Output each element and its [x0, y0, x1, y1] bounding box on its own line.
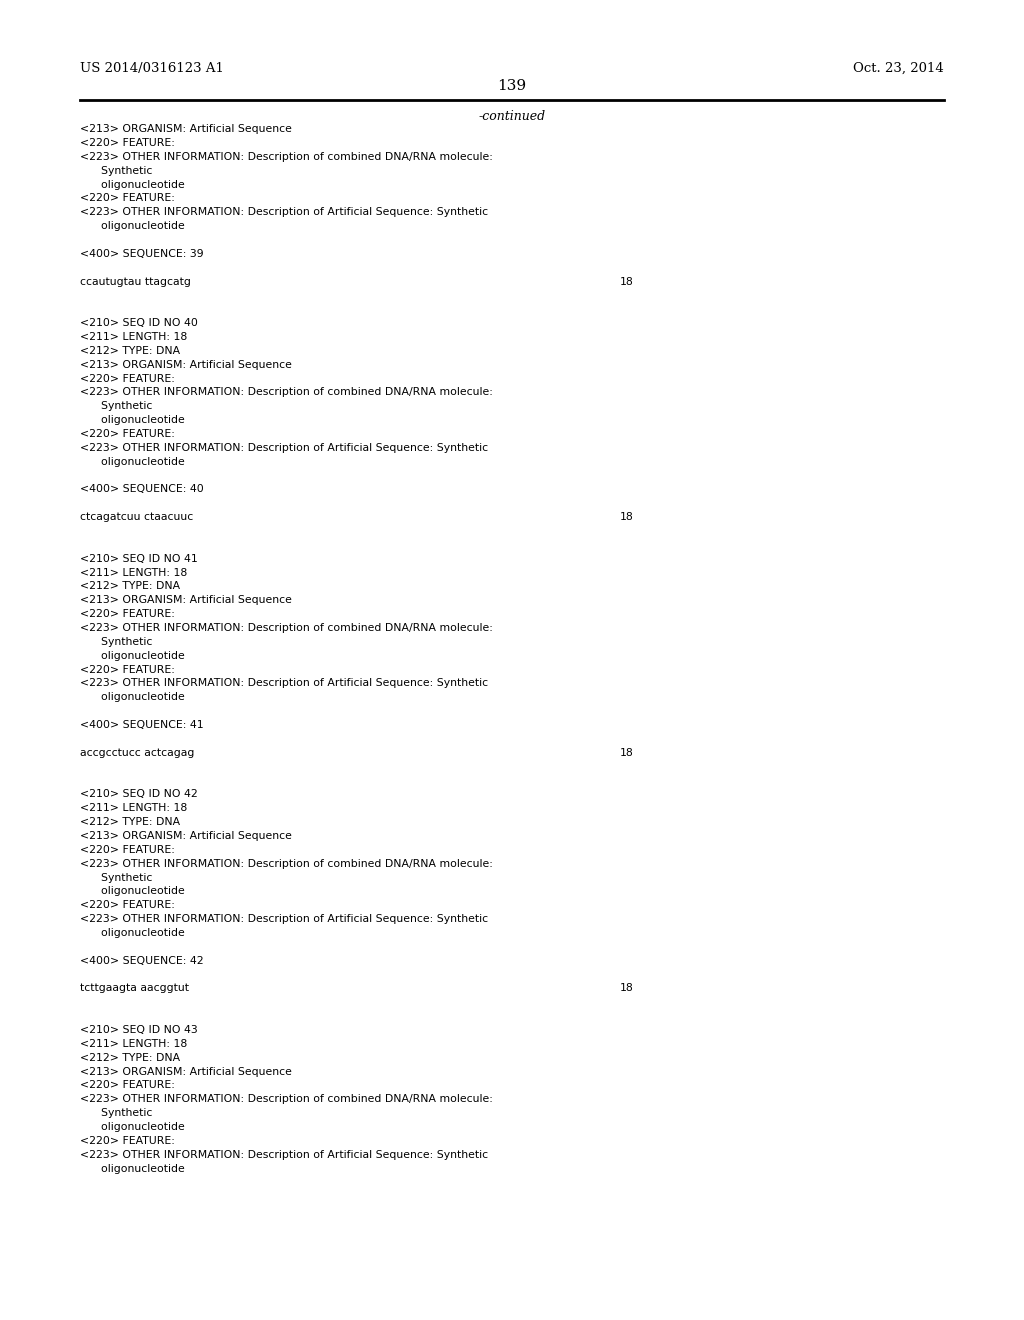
Text: <223> OTHER INFORMATION: Description of Artificial Sequence: Synthetic: <223> OTHER INFORMATION: Description of …	[80, 1150, 488, 1160]
Text: <211> LENGTH: 18: <211> LENGTH: 18	[80, 568, 187, 578]
Text: <213> ORGANISM: Artificial Sequence: <213> ORGANISM: Artificial Sequence	[80, 124, 292, 135]
Text: <223> OTHER INFORMATION: Description of combined DNA/RNA molecule:: <223> OTHER INFORMATION: Description of …	[80, 858, 493, 869]
Text: <220> FEATURE:: <220> FEATURE:	[80, 845, 175, 855]
Text: oligonucleotide: oligonucleotide	[80, 414, 184, 425]
Text: <212> TYPE: DNA: <212> TYPE: DNA	[80, 817, 180, 828]
Text: oligonucleotide: oligonucleotide	[80, 692, 184, 702]
Text: <223> OTHER INFORMATION: Description of combined DNA/RNA molecule:: <223> OTHER INFORMATION: Description of …	[80, 623, 493, 634]
Text: <210> SEQ ID NO 42: <210> SEQ ID NO 42	[80, 789, 198, 800]
Text: 139: 139	[498, 79, 526, 94]
Text: <210> SEQ ID NO 40: <210> SEQ ID NO 40	[80, 318, 198, 329]
Text: accgcctucc actcagag: accgcctucc actcagag	[80, 747, 195, 758]
Text: <400> SEQUENCE: 39: <400> SEQUENCE: 39	[80, 248, 204, 259]
Text: ctcagatcuu ctaacuuc: ctcagatcuu ctaacuuc	[80, 512, 194, 523]
Text: US 2014/0316123 A1: US 2014/0316123 A1	[80, 62, 224, 75]
Text: <220> FEATURE:: <220> FEATURE:	[80, 193, 175, 203]
Text: <220> FEATURE:: <220> FEATURE:	[80, 374, 175, 384]
Text: 18: 18	[620, 512, 633, 523]
Text: <210> SEQ ID NO 43: <210> SEQ ID NO 43	[80, 1024, 198, 1035]
Text: <223> OTHER INFORMATION: Description of combined DNA/RNA molecule:: <223> OTHER INFORMATION: Description of …	[80, 387, 493, 397]
Text: oligonucleotide: oligonucleotide	[80, 457, 184, 467]
Text: Synthetic: Synthetic	[80, 1107, 153, 1118]
Text: Synthetic: Synthetic	[80, 636, 153, 647]
Text: oligonucleotide: oligonucleotide	[80, 886, 184, 896]
Text: <213> ORGANISM: Artificial Sequence: <213> ORGANISM: Artificial Sequence	[80, 359, 292, 370]
Text: <220> FEATURE:: <220> FEATURE:	[80, 1080, 175, 1090]
Text: <220> FEATURE:: <220> FEATURE:	[80, 1135, 175, 1146]
Text: Oct. 23, 2014: Oct. 23, 2014	[853, 62, 944, 75]
Text: <220> FEATURE:: <220> FEATURE:	[80, 429, 175, 440]
Text: oligonucleotide: oligonucleotide	[80, 928, 184, 939]
Text: <213> ORGANISM: Artificial Sequence: <213> ORGANISM: Artificial Sequence	[80, 595, 292, 606]
Text: oligonucleotide: oligonucleotide	[80, 180, 184, 190]
Text: <220> FEATURE:: <220> FEATURE:	[80, 609, 175, 619]
Text: <213> ORGANISM: Artificial Sequence: <213> ORGANISM: Artificial Sequence	[80, 830, 292, 841]
Text: <212> TYPE: DNA: <212> TYPE: DNA	[80, 346, 180, 356]
Text: ccautugtau ttagcatg: ccautugtau ttagcatg	[80, 276, 190, 286]
Text: <213> ORGANISM: Artificial Sequence: <213> ORGANISM: Artificial Sequence	[80, 1067, 292, 1077]
Text: oligonucleotide: oligonucleotide	[80, 651, 184, 661]
Text: <210> SEQ ID NO 41: <210> SEQ ID NO 41	[80, 553, 198, 564]
Text: <400> SEQUENCE: 41: <400> SEQUENCE: 41	[80, 719, 204, 730]
Text: Synthetic: Synthetic	[80, 165, 153, 176]
Text: Synthetic: Synthetic	[80, 401, 153, 412]
Text: <220> FEATURE:: <220> FEATURE:	[80, 664, 175, 675]
Text: tcttgaagta aacggtut: tcttgaagta aacggtut	[80, 983, 188, 994]
Text: oligonucleotide: oligonucleotide	[80, 1163, 184, 1173]
Text: <211> LENGTH: 18: <211> LENGTH: 18	[80, 1039, 187, 1049]
Text: <223> OTHER INFORMATION: Description of combined DNA/RNA molecule:: <223> OTHER INFORMATION: Description of …	[80, 1094, 493, 1105]
Text: -continued: -continued	[478, 110, 546, 123]
Text: <400> SEQUENCE: 42: <400> SEQUENCE: 42	[80, 956, 204, 966]
Text: <400> SEQUENCE: 40: <400> SEQUENCE: 40	[80, 484, 204, 495]
Text: <223> OTHER INFORMATION: Description of Artificial Sequence: Synthetic: <223> OTHER INFORMATION: Description of …	[80, 913, 488, 924]
Text: <223> OTHER INFORMATION: Description of Artificial Sequence: Synthetic: <223> OTHER INFORMATION: Description of …	[80, 207, 488, 218]
Text: <212> TYPE: DNA: <212> TYPE: DNA	[80, 1052, 180, 1063]
Text: oligonucleotide: oligonucleotide	[80, 220, 184, 231]
Text: <211> LENGTH: 18: <211> LENGTH: 18	[80, 331, 187, 342]
Text: <211> LENGTH: 18: <211> LENGTH: 18	[80, 803, 187, 813]
Text: 18: 18	[620, 747, 633, 758]
Text: <220> FEATURE:: <220> FEATURE:	[80, 900, 175, 911]
Text: <212> TYPE: DNA: <212> TYPE: DNA	[80, 581, 180, 591]
Text: Synthetic: Synthetic	[80, 873, 153, 883]
Text: 18: 18	[620, 983, 633, 994]
Text: oligonucleotide: oligonucleotide	[80, 1122, 184, 1133]
Text: <223> OTHER INFORMATION: Description of combined DNA/RNA molecule:: <223> OTHER INFORMATION: Description of …	[80, 152, 493, 162]
Text: <220> FEATURE:: <220> FEATURE:	[80, 137, 175, 148]
Text: 18: 18	[620, 276, 633, 286]
Text: <223> OTHER INFORMATION: Description of Artificial Sequence: Synthetic: <223> OTHER INFORMATION: Description of …	[80, 442, 488, 453]
Text: <223> OTHER INFORMATION: Description of Artificial Sequence: Synthetic: <223> OTHER INFORMATION: Description of …	[80, 678, 488, 689]
